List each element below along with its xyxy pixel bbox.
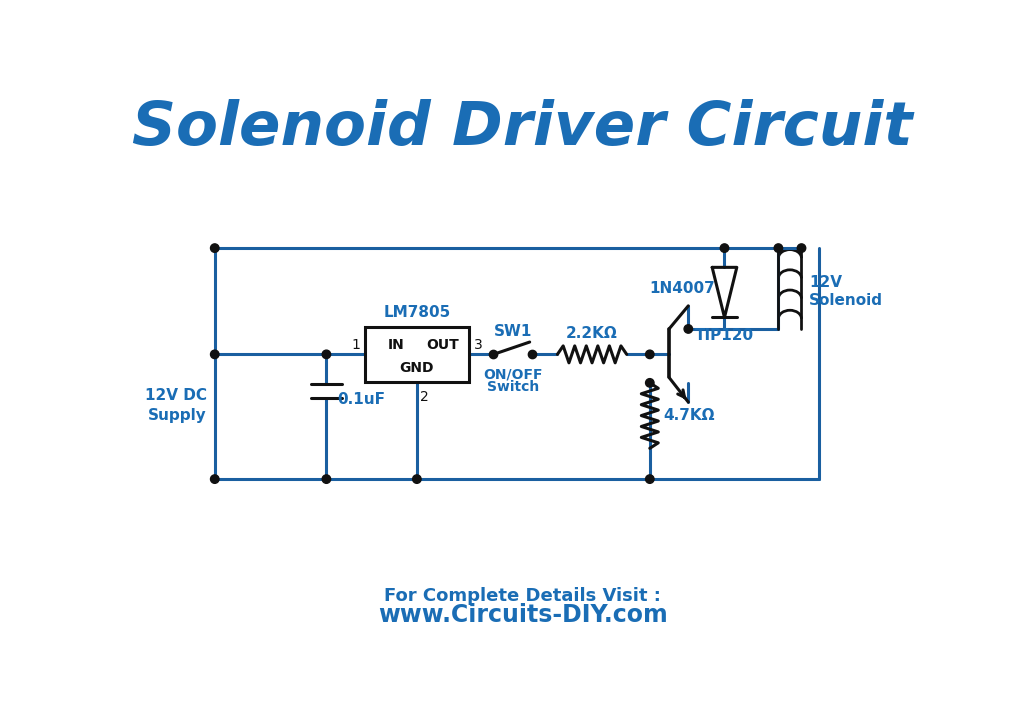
- Circle shape: [322, 475, 330, 483]
- Text: Supply: Supply: [148, 408, 207, 423]
- Circle shape: [797, 244, 805, 252]
- Text: 4.7KΩ: 4.7KΩ: [662, 408, 713, 423]
- Text: TIP120: TIP120: [694, 328, 753, 343]
- Text: For Complete Details Visit :: For Complete Details Visit :: [384, 587, 660, 605]
- Text: 2.2KΩ: 2.2KΩ: [566, 326, 618, 341]
- Text: 1: 1: [352, 338, 360, 352]
- Text: Switch: Switch: [486, 380, 538, 395]
- Text: ON/OFF: ON/OFF: [483, 367, 542, 382]
- Text: 12V: 12V: [808, 275, 842, 290]
- Text: 0.1uF: 0.1uF: [337, 392, 385, 407]
- Circle shape: [210, 350, 219, 359]
- Text: Solenoid: Solenoid: [808, 292, 882, 307]
- Text: LM7805: LM7805: [383, 305, 450, 320]
- Circle shape: [210, 475, 219, 483]
- Circle shape: [684, 325, 692, 333]
- Text: 2: 2: [420, 390, 428, 404]
- Text: OUT: OUT: [426, 338, 459, 352]
- Circle shape: [645, 379, 653, 387]
- Text: Solenoid Driver Circuit: Solenoid Driver Circuit: [132, 99, 912, 158]
- Text: 3: 3: [473, 338, 482, 352]
- Circle shape: [322, 350, 330, 359]
- Circle shape: [645, 350, 653, 359]
- Text: 1N4007: 1N4007: [649, 281, 714, 296]
- Circle shape: [210, 244, 219, 252]
- Circle shape: [773, 244, 782, 252]
- Text: 12V DC: 12V DC: [145, 388, 207, 403]
- Bar: [365, 327, 469, 382]
- Circle shape: [719, 244, 728, 252]
- Text: www.Circuits-DIY.com: www.Circuits-DIY.com: [377, 603, 667, 627]
- Circle shape: [645, 475, 653, 483]
- Text: IN: IN: [387, 338, 405, 352]
- Text: SW1: SW1: [493, 324, 531, 338]
- Circle shape: [413, 475, 421, 483]
- Text: GND: GND: [399, 361, 434, 375]
